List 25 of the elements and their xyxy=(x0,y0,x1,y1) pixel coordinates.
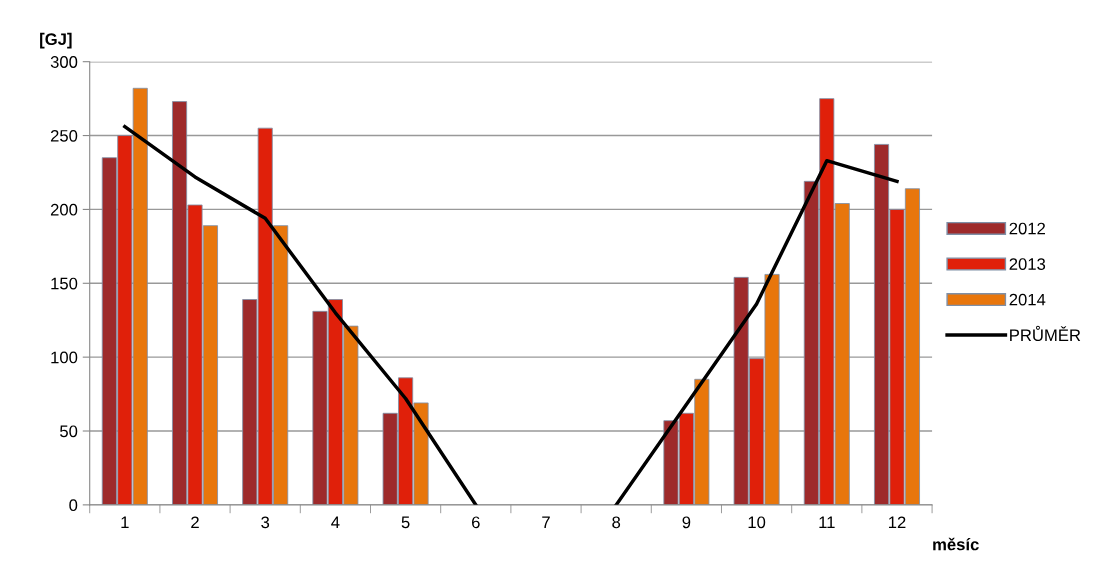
x-tick-label: 11 xyxy=(819,516,835,529)
x-tick-label: 3 xyxy=(261,516,270,529)
legend-label: PRŮMĚR xyxy=(1010,325,1081,342)
x-tick-label: 10 xyxy=(748,516,766,529)
x-tick-label: 1 xyxy=(121,516,129,529)
y-tick-label: 150 xyxy=(51,277,78,290)
y-tick-label: 50 xyxy=(60,425,78,438)
x-tick-label: 9 xyxy=(682,516,691,529)
y-tick-label: 300 xyxy=(50,56,78,68)
y-tick-label: 100 xyxy=(51,351,78,364)
x-tick-label: 5 xyxy=(401,516,410,529)
x-tick-label: 12 xyxy=(888,516,906,529)
x-tick-label: 4 xyxy=(331,516,340,529)
x-tick-label: 6 xyxy=(472,516,480,529)
x-axis-title: měsíc xyxy=(933,537,979,551)
x-tick-label: 7 xyxy=(542,516,550,529)
y-tick-label: 0 xyxy=(69,499,78,512)
y-tick-label: 250 xyxy=(50,129,78,142)
x-tick-label: 2 xyxy=(191,516,199,529)
legend-label: 2014 xyxy=(1009,293,1046,306)
legend-label: 2013 xyxy=(1009,258,1046,270)
legend-label: 2012 xyxy=(1009,222,1045,235)
y-axis-title: [GJ] xyxy=(40,32,72,49)
x-tick-label: 8 xyxy=(612,516,621,529)
y-tick-label: 200 xyxy=(50,203,78,216)
